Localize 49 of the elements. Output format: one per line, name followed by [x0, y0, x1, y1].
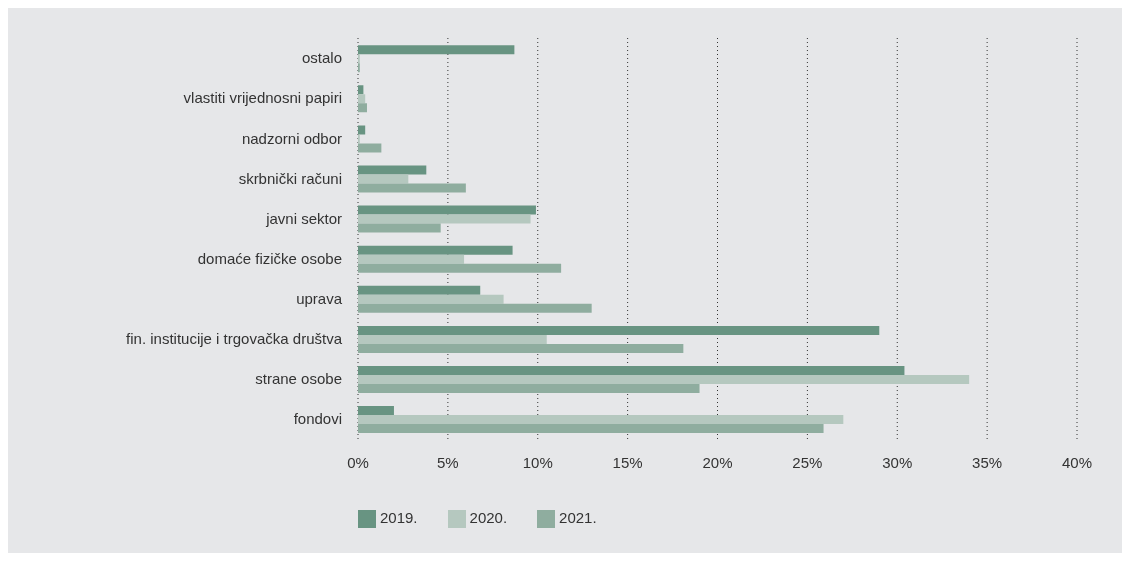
x-tick-label: 20%: [702, 453, 733, 471]
bar: [358, 165, 427, 175]
x-tick-label: 5%: [437, 453, 459, 471]
y-tick-label: skrbnički računi: [238, 169, 342, 187]
bar: [358, 343, 684, 353]
y-tick-label: strane osobe: [255, 370, 342, 388]
bar: [358, 214, 531, 224]
x-tick-label: 10%: [522, 453, 553, 471]
bar: [358, 254, 465, 264]
bar: [358, 85, 364, 95]
bar: [358, 334, 547, 344]
bar: [358, 143, 382, 153]
bar: [358, 325, 880, 335]
y-tick-label: domaće fizičke osobe: [197, 249, 342, 267]
bar: [358, 103, 367, 113]
bar: [358, 365, 905, 375]
legend-label: 2019.: [380, 508, 418, 526]
bar: [358, 406, 394, 416]
x-tick-label: 25%: [792, 453, 823, 471]
legend-label: 2021.: [559, 508, 597, 526]
y-tick-label: ostalo: [301, 49, 342, 67]
legend-label: 2020.: [469, 508, 508, 526]
x-tick-label: 35%: [972, 453, 1003, 471]
bar: [358, 424, 824, 434]
bar: [358, 383, 700, 393]
y-tick-label: fondovi: [293, 410, 342, 428]
bar: [358, 294, 504, 304]
x-tick-label: 15%: [612, 453, 643, 471]
bar: [358, 174, 409, 184]
bar: [358, 285, 481, 295]
bar: [358, 205, 536, 215]
bar: [358, 374, 970, 384]
y-tick-label: javni sektor: [265, 209, 342, 227]
bar: [358, 183, 466, 193]
bar: [358, 245, 513, 255]
x-tick-label: 0%: [347, 453, 369, 471]
bar: [358, 94, 366, 104]
y-tick-label: fin. institucije i trgovačka društva: [126, 330, 343, 348]
y-tick-label: uprava: [296, 289, 343, 307]
bar: [358, 263, 562, 273]
bar: [358, 125, 366, 135]
x-tick-label: 40%: [1061, 453, 1093, 471]
x-tick-label: 30%: [882, 453, 913, 471]
bar: [358, 303, 592, 313]
bar: [358, 45, 515, 55]
y-tick-label: vlastiti vrijednosni papiri: [183, 89, 342, 107]
bar: [358, 415, 844, 425]
y-tick-label: nadzorni odbor: [241, 129, 342, 147]
bar: [358, 223, 441, 233]
